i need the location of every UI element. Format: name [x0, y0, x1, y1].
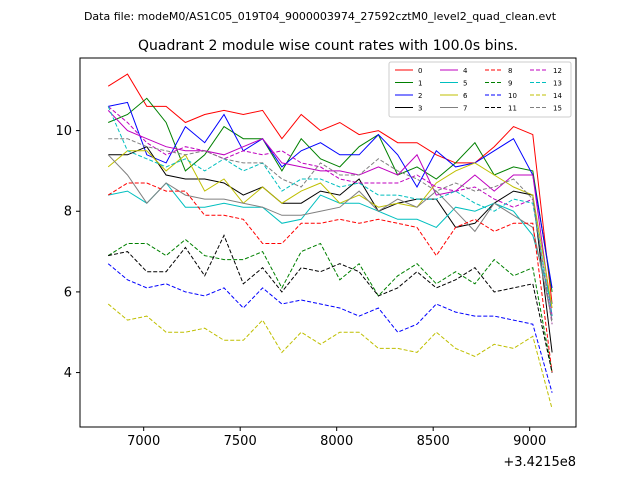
x-tick-label: 9000: [513, 434, 546, 449]
legend-label-7: 7: [463, 105, 467, 113]
legend-label-1: 1: [418, 80, 422, 88]
series-line-6: [107, 150, 553, 309]
series-line-13: [107, 106, 553, 317]
x-axis: 7000 7500 8000 8500 9000: [127, 427, 546, 449]
plot-frame: [79, 57, 577, 428]
series-line-7: [107, 154, 553, 321]
y-tick-label: 6: [64, 285, 72, 300]
x-offset-label: +3.4215e8: [503, 455, 576, 470]
legend-label-4: 4: [463, 67, 468, 75]
series-line-2: [108, 101, 553, 288]
x-tick-label: 7000: [127, 434, 160, 449]
x-tick-label: 8000: [320, 434, 353, 449]
chart-title: Quadrant 2 module wise count rates with …: [138, 38, 518, 54]
legend-label-2: 2: [418, 92, 422, 100]
series-line-4: [107, 110, 553, 317]
series-line-0: [107, 73, 553, 305]
legend-label-12: 12: [553, 67, 562, 75]
legend-label-9: 9: [508, 80, 512, 88]
plot-area: [79, 57, 577, 428]
series-line-10: [107, 263, 553, 393]
x-tick-label: 7500: [224, 434, 257, 449]
legend-label-0: 0: [418, 67, 422, 75]
y-tick-label: 4: [64, 366, 72, 381]
y-axis: 4 6 8 10: [55, 124, 80, 381]
legend-label-13: 13: [553, 80, 562, 88]
legend-label-3: 3: [418, 105, 422, 113]
x-tick-label: 8500: [417, 434, 450, 449]
y-tick-label: 8: [64, 205, 72, 220]
series-line-1: [108, 97, 553, 292]
series-line-12: [107, 106, 553, 325]
legend-label-10: 10: [508, 92, 517, 100]
series-line-3: [108, 146, 553, 353]
legend-label-6: 6: [463, 92, 468, 100]
series-line-11: [108, 234, 553, 373]
legend-label-11: 11: [508, 105, 517, 113]
series-line-14: [107, 303, 553, 410]
series-line-5: [108, 182, 553, 305]
legend-label-8: 8: [508, 67, 512, 75]
legend-label-15: 15: [553, 105, 562, 113]
y-tick-label: 10: [55, 124, 72, 139]
data-file-label: Data file: modeM0/AS1C05_019T04_90000039…: [84, 10, 557, 23]
series-line-9: [107, 238, 553, 373]
legend-label-14: 14: [553, 92, 562, 100]
series-layer: [107, 73, 553, 410]
series-line-8: [107, 182, 553, 373]
legend-box: [388, 61, 572, 118]
legend-label-5: 5: [463, 80, 467, 88]
series-line-15: [108, 138, 553, 325]
